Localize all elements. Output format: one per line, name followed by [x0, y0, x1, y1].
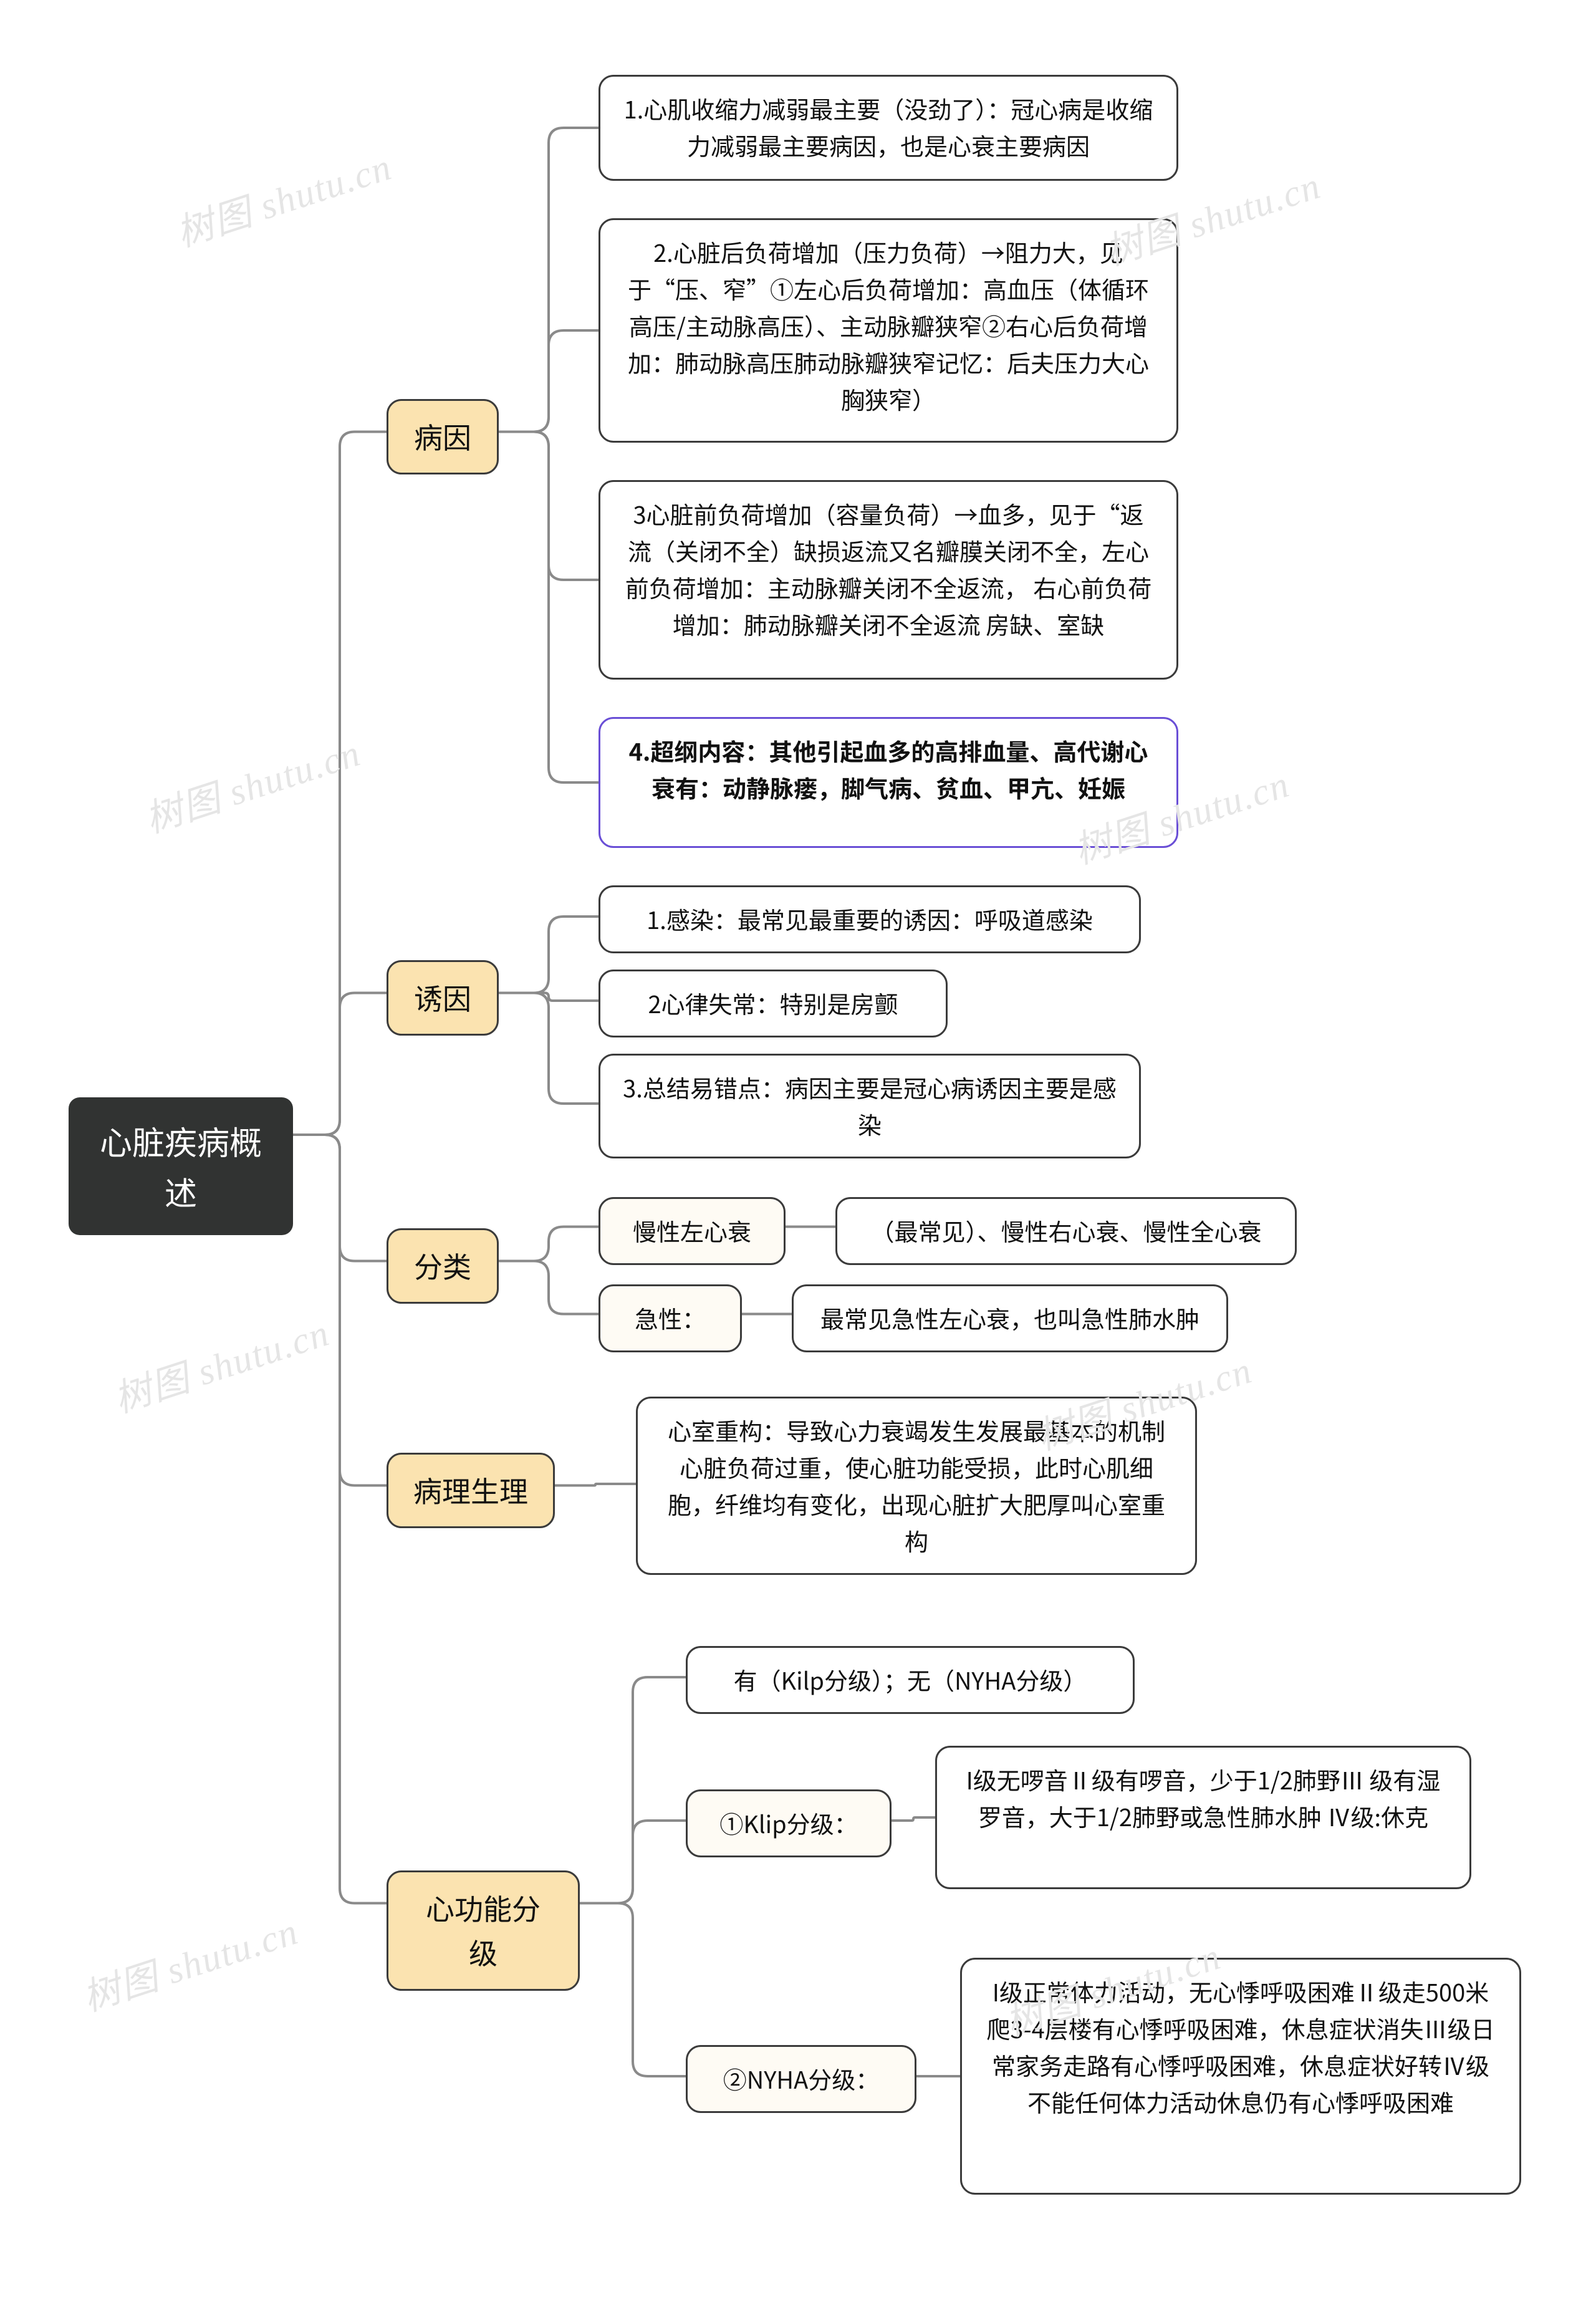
- sub-b3-chronic: 慢性左心衰: [598, 1197, 786, 1265]
- connector: [499, 993, 598, 1104]
- leaf-b2-1: 1.感染：最常见最重要的诱因：呼吸道感染: [598, 885, 1141, 953]
- sub-b3-acute: 急性：: [598, 1284, 742, 1352]
- connector: [499, 1227, 598, 1261]
- connector: [580, 1821, 686, 1903]
- connector: [555, 1484, 636, 1486]
- leaf-b5-klip: I级无啰音Ⅱ级有啰音，少于1/2肺野Ⅲ 级有湿罗音，大于1/2肺野或急性肺水肿 …: [935, 1746, 1471, 1889]
- connector: [580, 1903, 686, 2077]
- leaf-b4-1: 心室重构：导致心力衰竭发生发展最基本的机制心脏负荷过重，使心脏功能受损，此时心肌…: [636, 1397, 1197, 1575]
- branch-bingyin: 病因: [387, 399, 499, 474]
- connector: [499, 432, 598, 580]
- watermark-text: 树图 shutu.cn: [75, 1901, 304, 2022]
- connector: [293, 1135, 387, 1261]
- watermark-text: 树图 shutu.cn: [168, 137, 398, 257]
- leaf-b2-2: 2心律失常：特别是房颤: [598, 970, 948, 1037]
- connector: [499, 432, 598, 783]
- leaf-b1-1: 1.心肌收缩力减弱最主要（没劲了）：冠心病是收缩力减弱最主要病因，也是心衰主要病…: [598, 75, 1178, 181]
- leaf-b1-2: 2.心脏后负荷增加（压力负荷）→阻力大，见于“压、窄”①左心后负荷增加：高血压（…: [598, 218, 1178, 443]
- leaf-b3-chronic: （最常见）、慢性右心衰、慢性全心衰: [835, 1197, 1297, 1265]
- connector: [499, 917, 598, 993]
- watermark-text: 树图 shutu.cn: [137, 723, 367, 844]
- connector: [892, 1817, 935, 1821]
- branch-fenlei: 分类: [387, 1228, 499, 1304]
- leaf-b5-nyha: I级正常体力活动，无心悸呼吸困难Ⅱ级走500米爬3-4层楼有心悸呼吸困难，休息症…: [960, 1958, 1521, 2195]
- leaf-b3-acute: 最常见急性左心衰，也叫急性肺水肿: [792, 1284, 1228, 1352]
- leaf-b1-3: 3心脏前负荷增加（容量负荷）→血多，见于“返流（关闭不全）缺损返流又名瓣膜关闭不…: [598, 480, 1178, 680]
- root-node: 心脏疾病概述: [69, 1097, 293, 1235]
- connector: [499, 1261, 598, 1314]
- connector: [499, 330, 598, 432]
- sub-b5-klip: ①Klip分级：: [686, 1789, 892, 1857]
- connector: [499, 993, 598, 1001]
- connector: [293, 432, 387, 1135]
- branch-binglishengli: 病理生理: [387, 1453, 555, 1528]
- branch-xingongneng: 心功能分级: [387, 1870, 580, 1991]
- leaf-b2-3: 3.总结易错点：病因主要是冠心病诱因主要是感染: [598, 1054, 1141, 1158]
- connector: [580, 1677, 686, 1903]
- branch-youyin: 诱因: [387, 960, 499, 1036]
- leaf-b1-4-accent: 4.超纲内容：其他引起血多的高排血量、高代谢心衰有：动静脉瘘，脚气病、贫血、甲亢…: [598, 717, 1178, 848]
- watermark-text: 树图 shutu.cn: [106, 1302, 335, 1423]
- connector: [293, 993, 387, 1135]
- connector: [293, 1135, 387, 1903]
- connector: [499, 128, 598, 432]
- leaf-b5-top: 有（Kilp分级）；无（NYHA分级）: [686, 1646, 1135, 1714]
- sub-b5-nyha: ②NYHA分级：: [686, 2045, 916, 2113]
- connector: [293, 1135, 387, 1486]
